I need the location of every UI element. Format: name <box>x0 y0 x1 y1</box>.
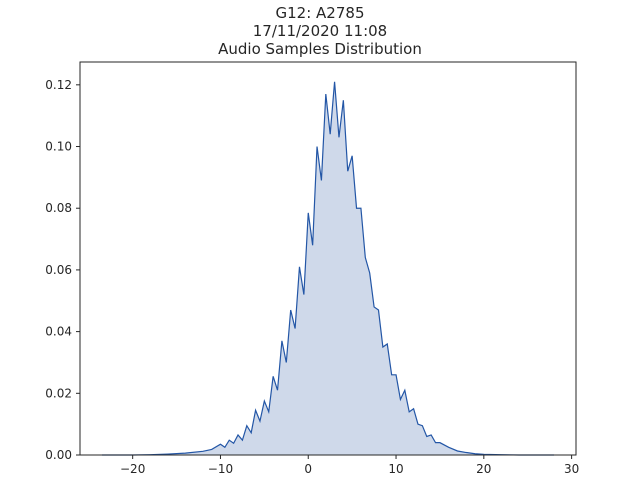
y-tick-label: 0.10 <box>45 140 72 154</box>
y-tick-label: 0.00 <box>45 448 72 462</box>
y-tick-label: 0.04 <box>45 325 72 339</box>
x-tick-label: −20 <box>120 462 145 476</box>
chart-title-line-2: 17/11/2020 11:08 <box>253 22 387 40</box>
x-tick-label: 30 <box>564 462 579 476</box>
density-area <box>101 81 555 456</box>
y-tick-label: 0.06 <box>45 263 72 277</box>
x-tick-label: −10 <box>208 462 233 476</box>
y-tick-label: 0.02 <box>45 386 72 400</box>
x-tick-label: 10 <box>388 462 403 476</box>
chart-title-line-3: Audio Samples Distribution <box>218 40 422 58</box>
x-tick-label: 20 <box>476 462 491 476</box>
chart-title-line-1: G12: A2785 <box>276 4 365 22</box>
y-tick-label: 0.12 <box>45 78 72 92</box>
x-tick-label: 0 <box>304 462 312 476</box>
density-line <box>101 81 555 456</box>
plot-frame <box>79 61 577 456</box>
y-tick-label: 0.08 <box>45 201 72 215</box>
